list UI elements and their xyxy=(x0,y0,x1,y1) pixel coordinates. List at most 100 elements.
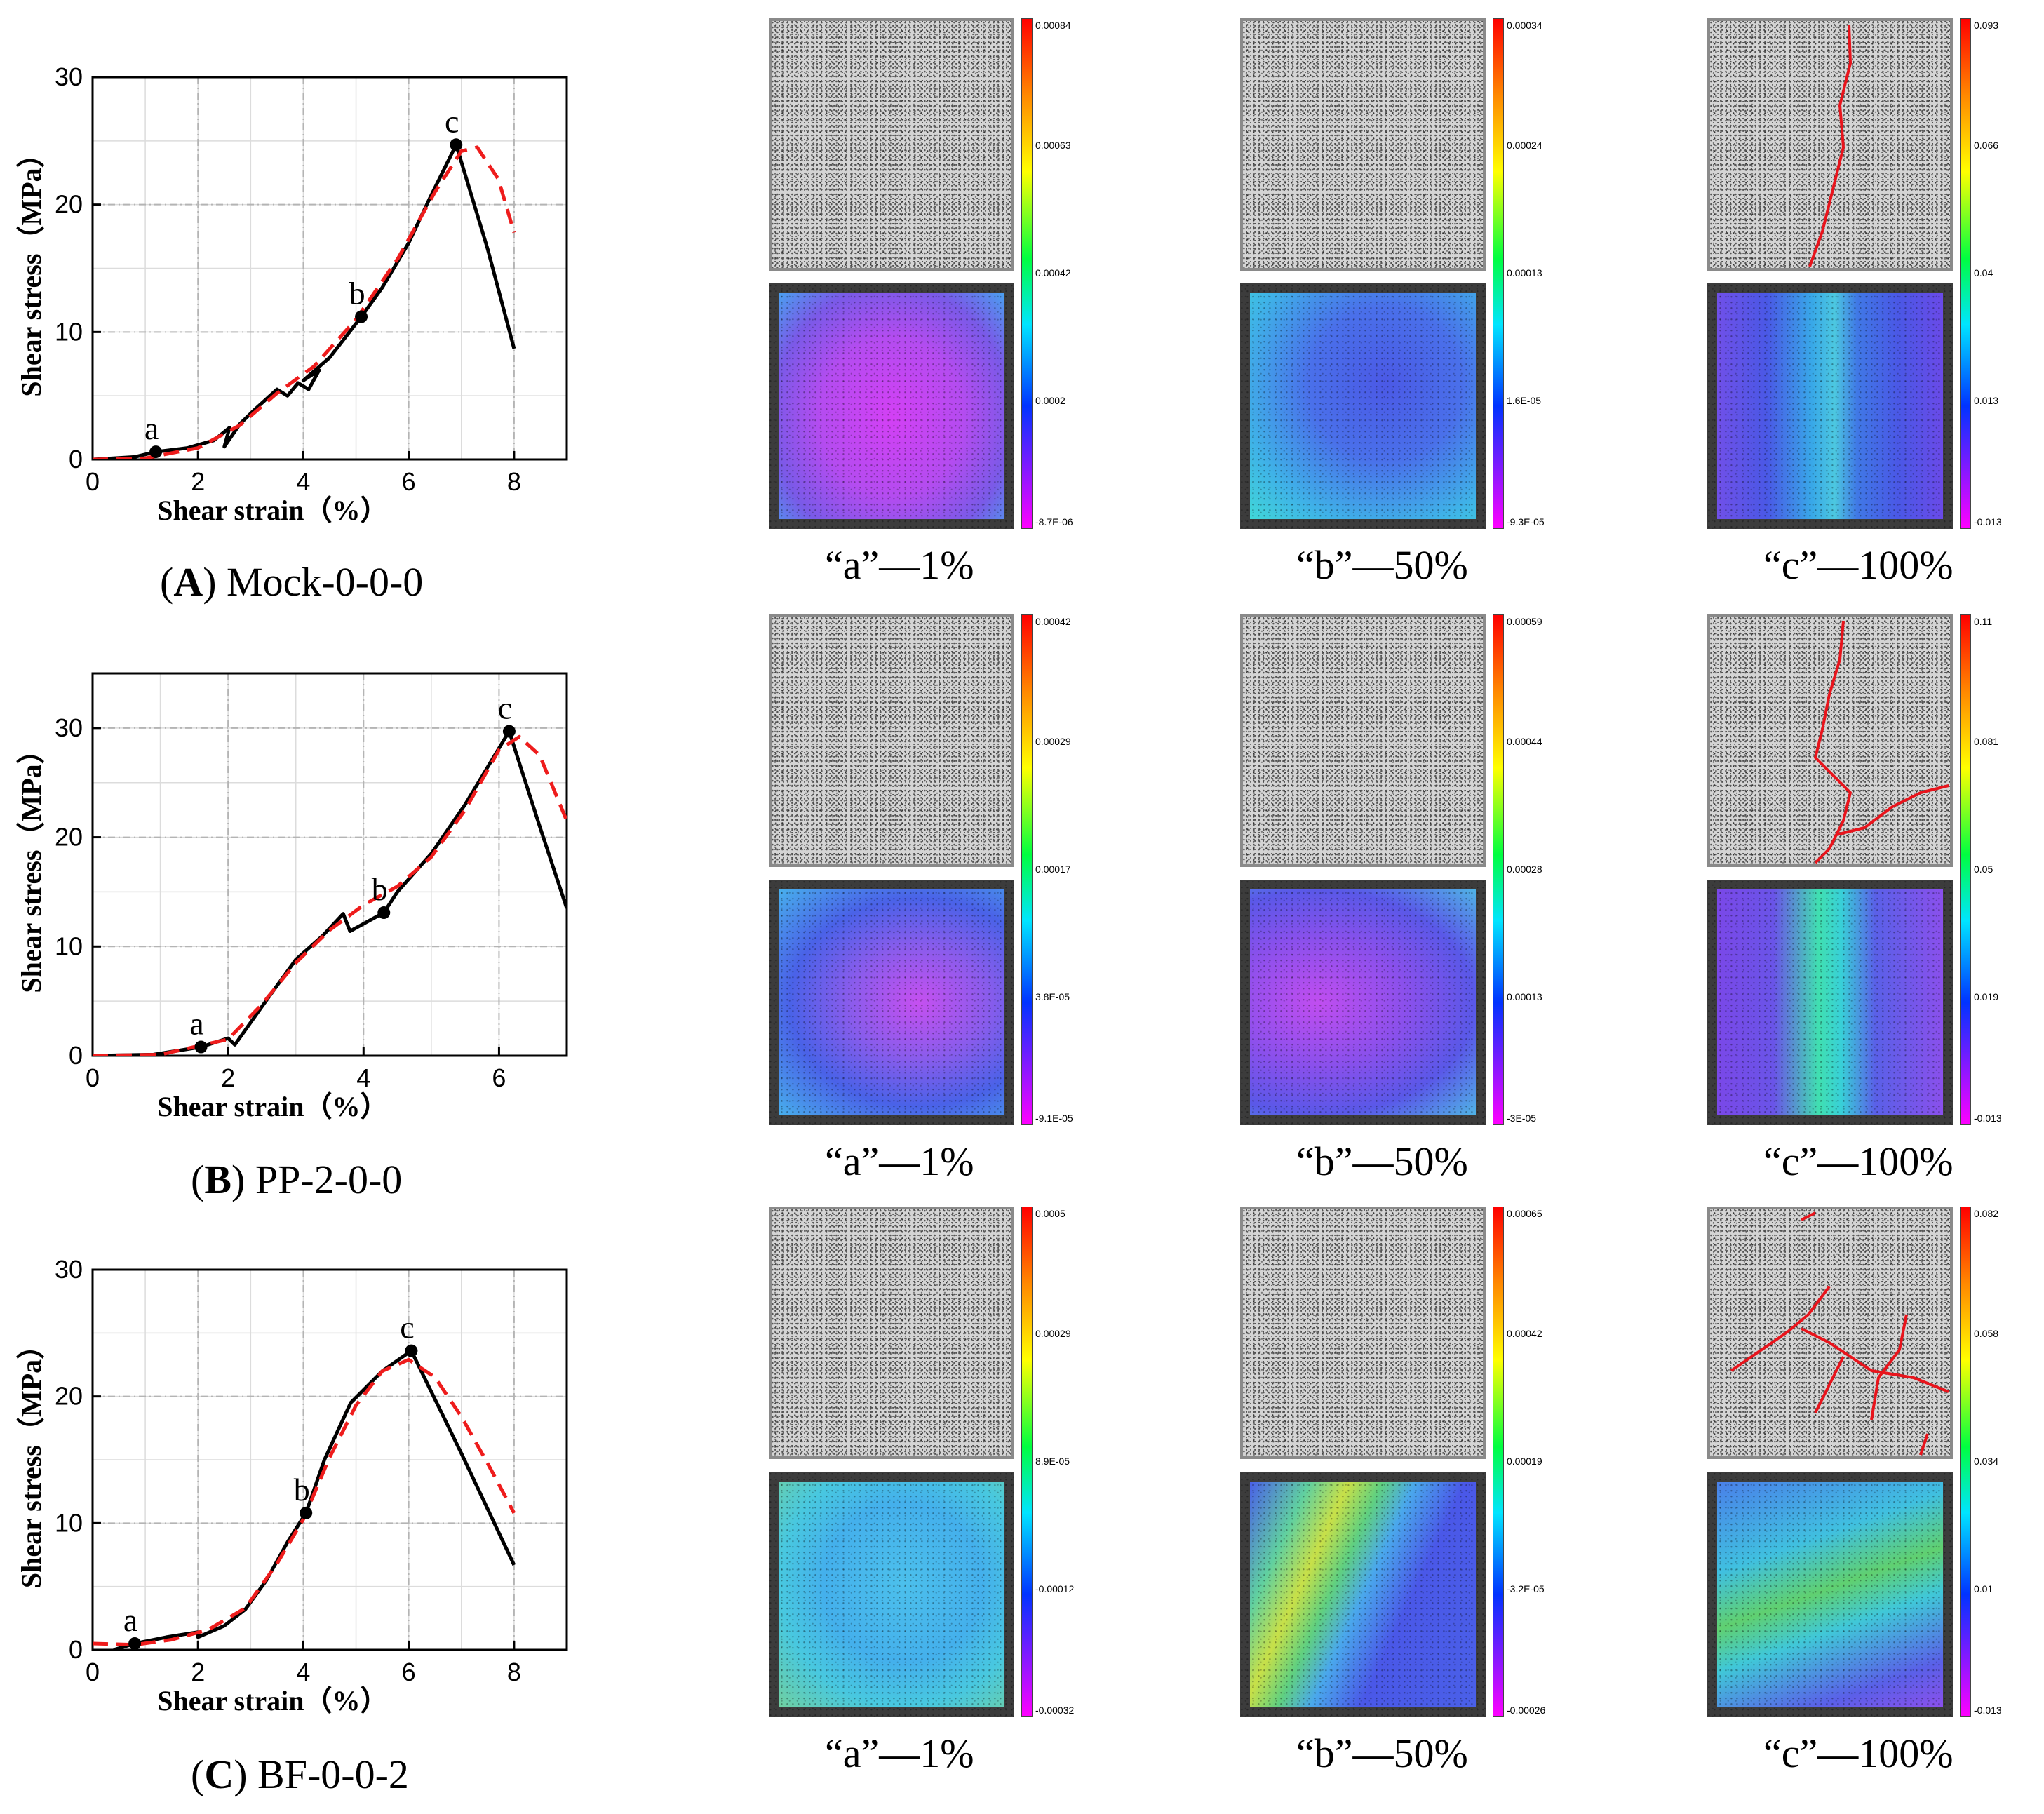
speckle-photo xyxy=(1707,1207,1953,1459)
panel-caption-a: (A) Mock-0-0-0 xyxy=(160,559,424,605)
strain-field-noise xyxy=(1240,880,1486,1125)
colorbar-tick-label: 0.019 xyxy=(1974,991,1999,1002)
panel-title: PP-2-0-0 xyxy=(255,1157,403,1202)
colorbar xyxy=(1960,1207,1971,1717)
crack-overlay xyxy=(1814,620,1949,864)
marker-label-b: b xyxy=(349,276,365,311)
strain-field-noise xyxy=(1707,283,1953,529)
colorbar-tick-label: 0.00065 xyxy=(1507,1208,1542,1219)
marker-point-c xyxy=(405,1344,418,1357)
crack-line xyxy=(1801,1327,1949,1393)
strain-field-noise xyxy=(1707,1472,1953,1717)
colorbar-tick-label: 0.00034 xyxy=(1507,20,1542,31)
colorbar-tick-label: -0.00026 xyxy=(1507,1705,1546,1716)
marker-label-b: b xyxy=(372,871,388,907)
crack-line xyxy=(1814,620,1852,864)
crack-line xyxy=(1919,1433,1929,1456)
colorbar-tick-label: 8.9E-05 xyxy=(1035,1456,1070,1467)
plot-frame xyxy=(91,76,568,461)
speckle-photo xyxy=(1707,614,1953,867)
strain-field-noise xyxy=(1240,283,1486,529)
fitted-curve xyxy=(93,1357,516,1647)
panel-caption-c: (C) BF-0-0-2 xyxy=(191,1752,409,1797)
chart-b-container: 0 2 4 6 0 10 20 30 Shear strain（%） Shear stress（M… xyxy=(0,603,582,1207)
x-tick-label: 4 xyxy=(296,1658,310,1686)
colorbar xyxy=(1021,18,1033,529)
colorbar-tick-label: -3.2E-05 xyxy=(1507,1583,1545,1594)
colorbar-tick-label: 0.04 xyxy=(1974,267,1993,278)
marker-point-c xyxy=(450,138,463,152)
dic-strain-map xyxy=(769,283,1014,529)
x-tick-label: 8 xyxy=(507,467,521,496)
colorbar-tick-label: 0.00059 xyxy=(1507,616,1542,627)
colorbar-tick-label: -0.013 xyxy=(1974,1113,2002,1124)
colorbar-tick-label: 0.058 xyxy=(1974,1328,1999,1339)
chart-c-container: 0 2 4 6 8 0 10 20 30 Shear strain（%） Shear stress（… xyxy=(0,1207,582,1814)
colorbar-tick-label: -0.013 xyxy=(1974,1705,2002,1716)
panel-title: BF-0-0-2 xyxy=(257,1752,409,1797)
y-tick-label: 10 xyxy=(55,317,83,346)
dic-strain-map xyxy=(1240,880,1486,1125)
x-tick-label: 6 xyxy=(402,1658,416,1686)
stage-caption: “b”—50% xyxy=(1296,1731,1468,1776)
panel-letter: C xyxy=(204,1752,234,1797)
marker-point-b xyxy=(377,906,391,920)
colorbar-tick-label: 0.013 xyxy=(1974,395,1999,406)
colorbar-tick-label: 0.00042 xyxy=(1035,616,1071,627)
marker-point-a xyxy=(149,445,163,459)
strain-field xyxy=(1250,293,1476,519)
x-tick-label: 2 xyxy=(191,1658,205,1686)
colorbar-tick-label: -0.00012 xyxy=(1035,1583,1075,1594)
crack-overlay xyxy=(1730,1211,1949,1456)
plot-frame xyxy=(91,1268,568,1651)
colorbar-tick-label: 0.00013 xyxy=(1507,267,1542,278)
stage-caption: “c”—100% xyxy=(1763,1138,1954,1184)
x-tick-label: 6 xyxy=(492,1063,506,1092)
y-tick-label: 20 xyxy=(55,823,83,852)
marker-label-a: a xyxy=(144,410,159,446)
colorbar-tick-label: -3E-05 xyxy=(1507,1113,1537,1124)
speckle-photo xyxy=(1240,18,1486,271)
colorbar-tick-label: 0.0002 xyxy=(1035,395,1065,406)
crack-line xyxy=(1870,1314,1908,1420)
x-axis-label: Shear strain（%） xyxy=(157,1685,388,1716)
speckle-photo xyxy=(769,614,1014,867)
colorbar-tick-label: -0.013 xyxy=(1974,516,2002,528)
speckle-photo xyxy=(769,1207,1014,1459)
colorbar-tick-label: 0.00019 xyxy=(1507,1456,1542,1467)
colorbar-tick-label: -9.1E-05 xyxy=(1035,1113,1073,1124)
colorbar-tick-label: 3.8E-05 xyxy=(1035,991,1070,1002)
plot-frame xyxy=(91,672,568,1057)
x-tick-label: 8 xyxy=(507,1658,521,1686)
colorbar-tick-label: 0.00029 xyxy=(1035,736,1071,747)
strain-field-noise xyxy=(1707,880,1953,1125)
stage-caption: “c”—100% xyxy=(1763,542,1954,588)
colorbar xyxy=(1021,614,1033,1125)
y-tick-label: 20 xyxy=(55,190,83,219)
stage-caption: “b”—50% xyxy=(1296,542,1468,588)
colorbar-tick-label: 0.00084 xyxy=(1035,20,1071,31)
y-axis-label: Shear stress（MPa） xyxy=(15,140,47,396)
speckle-photo xyxy=(1707,18,1953,271)
y-axis-label: Shear stress（MPa） xyxy=(15,1331,47,1588)
colorbar-tick-label: 0.05 xyxy=(1974,864,1993,875)
speckle-photo xyxy=(1240,614,1486,867)
strain-field-noise xyxy=(769,1472,1014,1717)
colorbar xyxy=(1960,614,1971,1125)
speckle-photo xyxy=(1240,1207,1486,1459)
strain-field xyxy=(779,1482,1004,1707)
chart-pp: 0 2 4 6 0 10 20 30 Shear strain（%） Shear stress（M… xyxy=(15,672,568,1122)
y-axis-label: Shear stress（MPa） xyxy=(15,736,47,993)
strain-field-noise xyxy=(1240,1472,1486,1717)
colorbar-tick-label: 0.11 xyxy=(1974,616,1993,627)
dic-strain-map xyxy=(1240,1472,1486,1717)
marker-label-a: a xyxy=(189,1006,203,1042)
colorbar-tick-label: 0.034 xyxy=(1974,1456,1999,1467)
x-tick-label: 0 xyxy=(86,1063,100,1092)
strain-field xyxy=(1250,1482,1476,1707)
chart-bf: 0 2 4 6 8 0 10 20 30 Shear strain（%） Shear stress（… xyxy=(15,1255,568,1716)
strain-field xyxy=(1250,889,1476,1115)
crack-line xyxy=(1730,1285,1831,1372)
panel-caption-b: (B) PP-2-0-0 xyxy=(191,1157,403,1202)
